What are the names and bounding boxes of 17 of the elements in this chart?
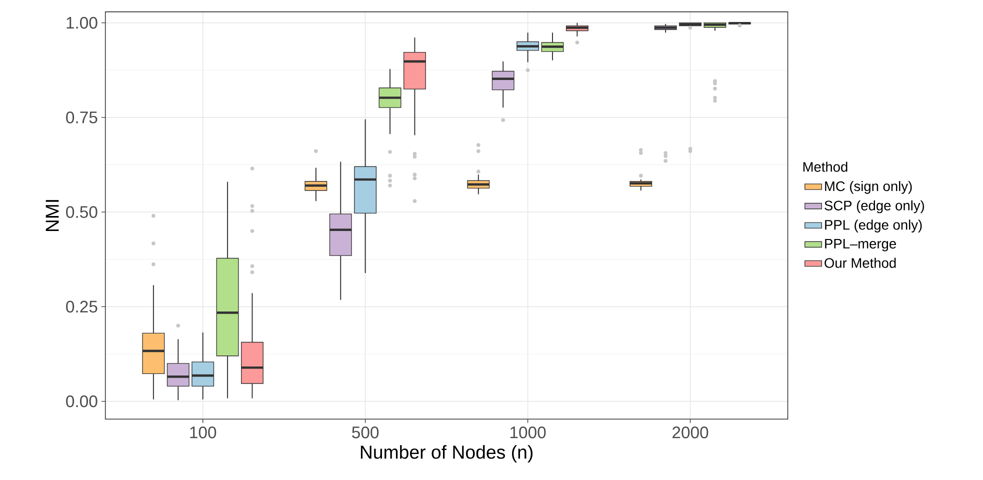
y-tick-label: 1.00 [66,16,98,29]
y-tick-label: 0.50 [66,206,98,218]
x-tick-label: 1000 [510,426,546,438]
x-axis-title: Number of Nodes (n) [360,444,532,462]
y-tick-label: 0.75 [66,111,98,124]
legend-label: MC (sign only) [825,180,912,194]
y-tick-label: 0.25 [66,300,98,312]
x-tick-label: 500 [352,426,379,438]
legend-title: Method [803,162,848,172]
legend-label: PPL–merge [825,238,896,252]
y-axis-title: NMI [46,200,59,231]
legend-label: SCP (edge only) [824,200,924,214]
y-tick-label: 0.00 [66,395,98,408]
x-tick-label: 2000 [672,426,708,438]
x-tick-label: 100 [190,426,216,438]
legend-label: Our Method [824,258,896,268]
legend-label: PPL (edge only) [825,220,922,232]
